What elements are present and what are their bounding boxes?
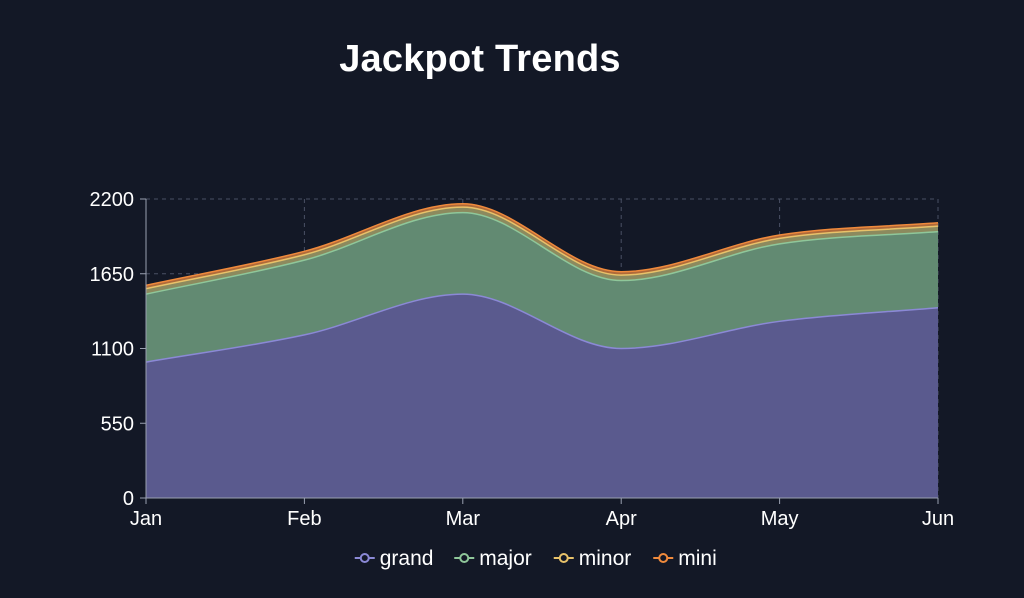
area-major — [146, 212, 938, 363]
legend-swatch-marker — [658, 553, 669, 563]
line-minor — [145, 206, 939, 290]
legend-label: minor — [579, 547, 632, 570]
legend[interactable]: grand major minor mini — [354, 547, 717, 570]
x-tick-label: Mar — [446, 508, 481, 530]
y-tick-label: 1650 — [90, 264, 135, 286]
axes: 0 550 1100 1650 2200 Jan Feb Mar Apr May Jun — [90, 189, 955, 530]
y-tick-label: 550 — [101, 413, 134, 435]
legend-label: major — [479, 547, 532, 570]
x-tick-label: Feb — [287, 508, 321, 530]
legend-item-grand[interactable]: grand — [354, 547, 434, 570]
line-major — [145, 211, 939, 295]
chart-title: Jackpot Trends — [339, 38, 621, 80]
y-tick-label: 1100 — [91, 339, 134, 361]
legend-label: mini — [678, 547, 717, 570]
y-tick-label: 2200 — [90, 189, 135, 211]
legend-swatch-marker — [359, 553, 370, 563]
series-lines-layer — [145, 203, 939, 363]
legend-label: grand — [380, 547, 434, 570]
legend-swatch-marker — [459, 553, 470, 563]
x-tick-label: Jan — [130, 508, 162, 530]
x-tick-label: Apr — [606, 508, 637, 530]
x-tick-label: Jun — [922, 508, 954, 530]
legend-item-minor[interactable]: minor — [553, 547, 632, 570]
legend-item-mini[interactable]: mini — [653, 547, 717, 570]
line-grand — [145, 293, 939, 363]
legend-swatch-marker — [558, 553, 569, 563]
line-mini — [145, 203, 939, 287]
legend-item-major[interactable]: major — [454, 547, 532, 570]
area-grand — [146, 294, 938, 498]
y-tick-label: 0 — [123, 488, 134, 510]
area-series-layer — [146, 203, 938, 498]
x-tick-label: May — [761, 508, 799, 530]
